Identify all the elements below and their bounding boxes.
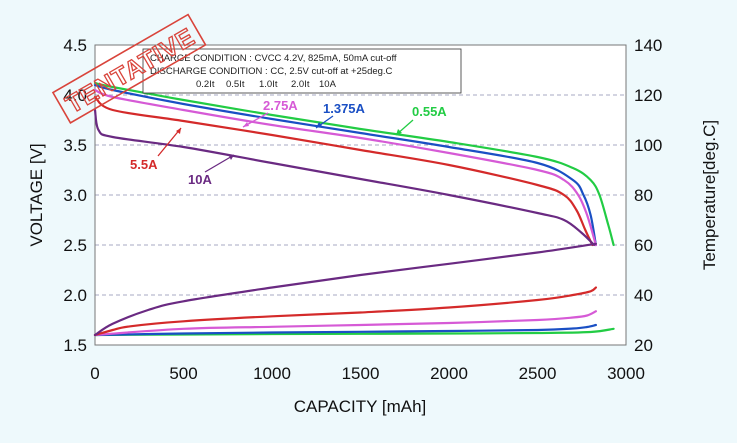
label-5.5A: 5.5A (130, 157, 158, 172)
y-tick-label: 4.5 (63, 36, 87, 55)
x-tick-label: 3000 (607, 364, 645, 383)
y-tick-labels: 1.5 2.0 2.5 3.0 3.5 4.0 4.5 (63, 36, 87, 355)
charge-condition: CHARGE CONDITION : CVCC 4.2V, 825mA, 50m… (150, 53, 397, 64)
y-tick-label: 3.0 (63, 186, 87, 205)
plot-frame (94, 44, 627, 346)
annotations: 0.55A 1.375A 2.75A 5.5A 10A (130, 98, 447, 187)
y-tick-label: 2.0 (63, 286, 87, 305)
rate-0.2It: 0.2It (196, 79, 215, 90)
discharge-condition: DISCHARGE CONDITION : CC, 2.5V cut-off a… (150, 66, 393, 77)
y2-tick-labels: 20 40 60 80 100 120 140 (634, 36, 662, 355)
arrowhead-0.55A (396, 129, 402, 135)
grid-lines (95, 94, 626, 296)
x-tick-labels: 0 500 1000 1500 2000 2500 3000 (90, 364, 645, 383)
y2-tick-label: 80 (634, 186, 653, 205)
arrow-10A (204, 154, 235, 173)
rate-legend: 0.2It 0.5It 1.0It 2.0It 10A (196, 79, 337, 90)
series-line-2.0It-temp (93, 286, 597, 337)
series-line-1.375A (93, 83, 597, 247)
rate-0.5It: 0.5It (226, 79, 245, 90)
x-axis-title: CAPACITY [mAh] (294, 397, 427, 416)
label-10A: 10A (188, 172, 212, 187)
arrowhead-2.75A (243, 122, 249, 127)
label-2.75A: 2.75A (263, 98, 298, 113)
x-tick-label: 2000 (430, 364, 468, 383)
series-lines (93, 81, 615, 337)
condition-box (142, 48, 462, 94)
y-tick-label: 4.0 (63, 86, 87, 105)
series-line-0.55A (93, 81, 615, 247)
arrowhead-5.5A (176, 128, 181, 134)
y-tick-label: 1.5 (63, 336, 87, 355)
series-line-2.75A (93, 88, 597, 247)
series-line-5.5A (93, 95, 594, 247)
x-tick-label: 0 (90, 364, 99, 383)
x-tick-label: 1500 (342, 364, 380, 383)
x-tick-label: 1000 (253, 364, 291, 383)
x-tick-label: 2500 (519, 364, 557, 383)
rate-10A: 10A (319, 79, 337, 90)
arrow-5.5A (157, 127, 182, 157)
rate-1.0It: 1.0It (259, 79, 278, 90)
series-line-0.5It-temp (93, 323, 597, 337)
y2-axis-title: Temperature[deg.C] (700, 120, 719, 270)
y-tick-label: 2.5 (63, 236, 87, 255)
y2-tick-label: 120 (634, 86, 662, 105)
series-line-1.0It-temp (93, 310, 597, 337)
stamp-frame (51, 13, 207, 124)
y-axis-title: VOLTAGE [V] (27, 143, 46, 246)
arrowhead-1.375A (316, 122, 322, 128)
y2-tick-label: 20 (634, 336, 653, 355)
rate-2.0It: 2.0It (291, 79, 310, 90)
arrowhead-10A (229, 155, 234, 160)
label-1.375A: 1.375A (323, 101, 366, 116)
y2-tick-label: 140 (634, 36, 662, 55)
y2-tick-label: 100 (634, 136, 662, 155)
y-tick-label: 3.5 (63, 136, 87, 155)
series-line-10A (93, 108, 596, 247)
y2-tick-label: 40 (634, 286, 653, 305)
series-line-10A-temp (93, 242, 597, 337)
y2-tick-label: 60 (634, 236, 653, 255)
x-tick-label: 500 (169, 364, 197, 383)
label-0.55A: 0.55A (412, 104, 447, 119)
